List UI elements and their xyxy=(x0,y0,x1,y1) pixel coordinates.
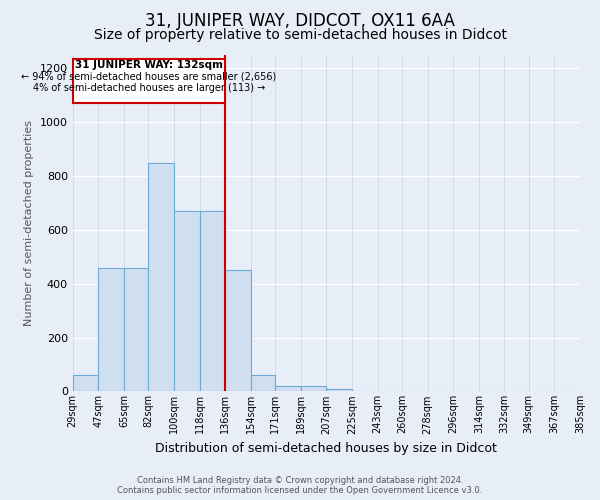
Bar xyxy=(73,59,225,104)
Bar xyxy=(73,375,98,392)
Y-axis label: Number of semi-detached properties: Number of semi-detached properties xyxy=(24,120,34,326)
Text: Contains HM Land Registry data © Crown copyright and database right 2024.
Contai: Contains HM Land Registry data © Crown c… xyxy=(118,476,482,495)
Bar xyxy=(148,162,174,392)
Bar xyxy=(275,386,301,392)
X-axis label: Distribution of semi-detached houses by size in Didcot: Distribution of semi-detached houses by … xyxy=(155,442,497,455)
Bar xyxy=(225,270,251,392)
Bar xyxy=(174,211,200,392)
Bar xyxy=(301,386,326,392)
Text: 31, JUNIPER WAY, DIDCOT, OX11 6AA: 31, JUNIPER WAY, DIDCOT, OX11 6AA xyxy=(145,12,455,30)
Bar xyxy=(251,375,275,392)
Bar xyxy=(98,268,124,392)
Text: Size of property relative to semi-detached houses in Didcot: Size of property relative to semi-detach… xyxy=(94,28,506,42)
Bar xyxy=(124,268,148,392)
Text: 31 JUNIPER WAY: 132sqm: 31 JUNIPER WAY: 132sqm xyxy=(75,60,223,70)
Text: 4% of semi-detached houses are larger (113) →: 4% of semi-detached houses are larger (1… xyxy=(33,82,265,92)
Bar xyxy=(326,388,352,392)
Text: ← 94% of semi-detached houses are smaller (2,656): ← 94% of semi-detached houses are smalle… xyxy=(22,72,277,82)
Bar xyxy=(200,211,225,392)
